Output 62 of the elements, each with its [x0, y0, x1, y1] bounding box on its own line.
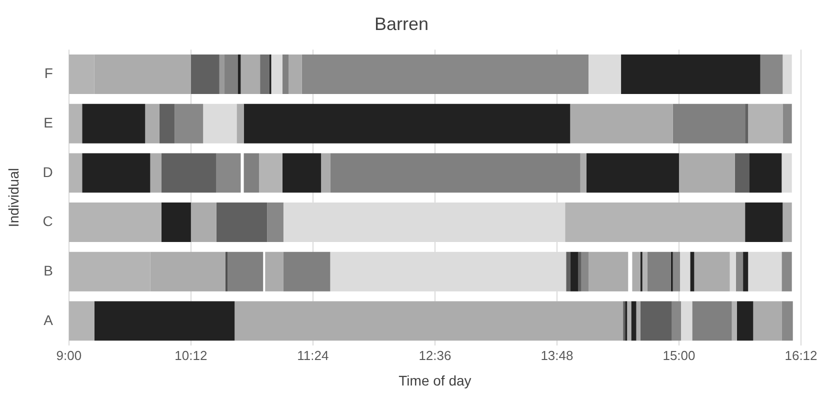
- bar: [68, 153, 82, 193]
- y-tick-label: E: [44, 114, 53, 130]
- bar: [150, 153, 162, 193]
- y-tick-label: F: [44, 65, 53, 82]
- bar: [244, 104, 570, 144]
- bar: [743, 252, 748, 292]
- bar: [680, 252, 690, 292]
- bar: [745, 202, 783, 242]
- bar: [161, 153, 216, 193]
- x-tick-label: 12:36: [418, 348, 452, 363]
- bar: [749, 153, 782, 193]
- bar: [694, 252, 730, 292]
- bar: [225, 252, 228, 292]
- bar: [730, 252, 736, 292]
- bar: [748, 252, 782, 292]
- bar: [672, 104, 746, 144]
- x-tick-label: 16:12: [784, 348, 818, 363]
- y-tick-label: A: [44, 312, 54, 328]
- bar: [267, 202, 284, 242]
- bar: [330, 153, 580, 193]
- bar: [288, 54, 302, 94]
- bar: [145, 104, 160, 144]
- bar: [234, 301, 624, 341]
- x-tick-label: 10:12: [174, 348, 208, 363]
- y-tick-label: D: [42, 164, 53, 180]
- bar: [782, 202, 792, 242]
- bar: [68, 104, 82, 144]
- bar: [782, 301, 793, 341]
- x-axis-title: Time of day: [398, 372, 472, 388]
- bar: [260, 54, 270, 94]
- bar: [174, 104, 204, 144]
- bar: [238, 54, 241, 94]
- bar: [282, 153, 322, 193]
- bar: [94, 301, 235, 341]
- bar: [736, 252, 744, 292]
- bar: [216, 202, 268, 242]
- x-tick-label: 15:00: [662, 348, 696, 363]
- bar: [190, 202, 216, 242]
- bar: [68, 301, 94, 341]
- bar: [161, 202, 191, 242]
- bar: [219, 54, 224, 94]
- bar: [570, 104, 673, 144]
- x-tick-label: 13:48: [540, 348, 574, 363]
- bar: [159, 104, 175, 144]
- bar: [760, 54, 783, 94]
- x-tick-label: 11:24: [297, 348, 329, 363]
- bar: [68, 202, 162, 242]
- chart-title: Barren: [374, 14, 429, 34]
- y-tick-label: B: [44, 262, 53, 278]
- bar: [690, 252, 694, 292]
- bar: [321, 153, 330, 193]
- bar: [782, 252, 792, 292]
- y-tick-label: C: [42, 213, 53, 230]
- y-axis-title: Individual: [5, 168, 22, 228]
- bar: [588, 252, 628, 292]
- bar: [82, 153, 150, 193]
- bar: [736, 301, 754, 341]
- x-tick-label: 9:00: [56, 348, 82, 363]
- bar: [82, 104, 146, 144]
- bar: [621, 54, 760, 94]
- bar: [672, 252, 680, 292]
- bar: [216, 153, 241, 193]
